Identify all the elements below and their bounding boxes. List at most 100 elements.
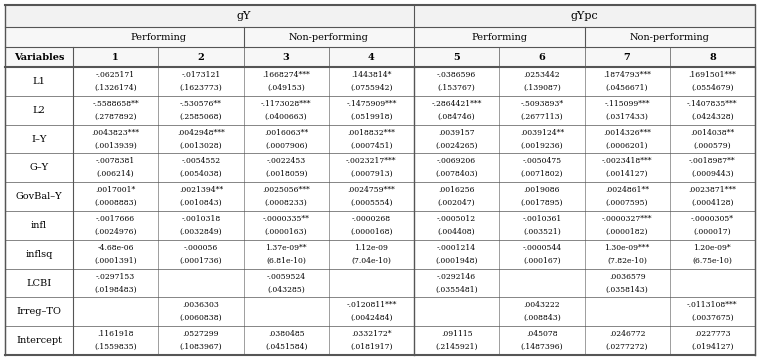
Text: -.0010361: -.0010361 (522, 215, 562, 223)
Bar (5, 47, 755, 67)
Text: .0380485: .0380485 (268, 330, 305, 338)
Text: (.0013028): (.0013028) (179, 141, 222, 149)
Text: (.1623773): (.1623773) (179, 84, 222, 92)
Text: (.0007906): (.0007906) (265, 141, 307, 149)
Text: -.0000544: -.0000544 (522, 244, 562, 252)
Text: (.043285): (.043285) (268, 285, 305, 293)
Text: (.006214): (.006214) (97, 170, 135, 178)
Text: -.0297153: -.0297153 (96, 273, 135, 281)
Text: (.0018059): (.0018059) (265, 170, 307, 178)
Text: .045078: .045078 (526, 330, 558, 338)
Text: 5: 5 (453, 52, 460, 61)
Text: 1.20e-09*: 1.20e-09* (694, 244, 731, 252)
Text: .0024861**: .0024861** (605, 186, 649, 194)
Text: .0332172*: .0332172* (351, 330, 391, 338)
Text: 3: 3 (283, 52, 290, 61)
Text: .0043222: .0043222 (524, 302, 560, 309)
Text: -.1173028***: -.1173028*** (261, 100, 312, 108)
Text: (.000167): (.000167) (523, 257, 561, 265)
Text: .0039124**: .0039124** (520, 129, 564, 137)
Text: (.0008883): (.0008883) (94, 199, 137, 207)
Text: 4: 4 (368, 52, 375, 61)
Text: -.0023217***: -.0023217*** (346, 158, 397, 165)
Text: (7.04e-10): (7.04e-10) (351, 257, 391, 265)
Text: (7.82e-10): (7.82e-10) (607, 257, 647, 265)
Text: -.5093893*: -.5093893* (521, 100, 563, 108)
Bar (5, 5, 755, 27)
Text: inflsq: inflsq (25, 250, 52, 259)
Text: -.0001214: -.0001214 (437, 244, 477, 252)
Text: (.0355481): (.0355481) (435, 285, 478, 293)
Text: (.003521): (.003521) (523, 228, 561, 236)
Text: .0036579: .0036579 (609, 273, 645, 281)
Text: (.0000182): (.0000182) (606, 228, 648, 236)
Text: (.0037675): (.0037675) (691, 314, 733, 322)
Text: (.0006201): (.0006201) (606, 141, 648, 149)
Text: Non-performing: Non-performing (630, 33, 710, 42)
Text: (.000017): (.000017) (694, 228, 731, 236)
Text: 7: 7 (624, 52, 631, 61)
Text: Performing: Performing (130, 33, 186, 42)
Text: (.0424328): (.0424328) (691, 112, 733, 121)
Text: (.004408): (.004408) (438, 228, 476, 236)
Text: (.0024265): (.0024265) (435, 141, 478, 149)
Text: -.0173121: -.0173121 (181, 71, 220, 79)
Text: gY: gY (236, 11, 251, 21)
Text: (.0194127): (.0194127) (691, 343, 733, 351)
Text: (.0400663): (.0400663) (264, 112, 308, 121)
Text: infl: infl (31, 221, 47, 230)
Text: 1.37e-09**: 1.37e-09** (265, 244, 307, 252)
Text: Variables: Variables (14, 52, 65, 61)
Text: (.1559835): (.1559835) (94, 343, 137, 351)
Text: L2: L2 (33, 106, 46, 115)
Text: (.0001736): (.0001736) (179, 257, 222, 265)
Text: (.0024976): (.0024976) (94, 228, 137, 236)
Text: (.1083967): (.1083967) (179, 343, 222, 351)
Text: .0025056***: .0025056*** (262, 186, 310, 194)
Text: (.2585068): (.2585068) (179, 112, 222, 121)
Text: (.0007451): (.0007451) (350, 141, 393, 149)
Text: .0018832***: .0018832*** (347, 129, 395, 137)
Text: -.2864421***: -.2864421*** (432, 100, 482, 108)
Text: (.0456671): (.0456671) (606, 84, 648, 92)
Text: -.0000268: -.0000268 (352, 215, 391, 223)
Text: -.0120811***: -.0120811*** (347, 302, 397, 309)
Text: 1.30e-09***: 1.30e-09*** (604, 244, 650, 252)
Text: (.002047): (.002047) (438, 199, 476, 207)
Text: (.2677113): (.2677113) (521, 112, 563, 121)
Text: -.0386596: -.0386596 (437, 71, 477, 79)
Text: .0014038**: .0014038** (690, 129, 734, 137)
Text: (.0042484): (.0042484) (350, 314, 393, 322)
Text: .0023871***: .0023871*** (689, 186, 736, 194)
Text: (.139087): (.139087) (523, 84, 561, 92)
Text: G–Y: G–Y (30, 163, 49, 172)
Text: .0016256: .0016256 (439, 186, 475, 194)
Text: .0036303: .0036303 (182, 302, 220, 309)
Text: -.0054552: -.0054552 (182, 158, 220, 165)
Text: .0246772: .0246772 (609, 330, 645, 338)
Text: 1: 1 (112, 52, 119, 61)
Text: .0021394**: .0021394** (179, 186, 223, 194)
Text: (.000579): (.000579) (694, 141, 731, 149)
Text: .0017001*: .0017001* (96, 186, 136, 194)
Text: (.2145921): (.2145921) (435, 343, 478, 351)
Text: .091115: .091115 (441, 330, 473, 338)
Text: .1443814*: .1443814* (351, 71, 391, 79)
Text: -.0005012: -.0005012 (437, 215, 477, 223)
Text: Non-performing: Non-performing (289, 33, 369, 42)
Bar (5, 27, 755, 47)
Text: (.0554679): (.0554679) (691, 84, 733, 92)
Text: (.2787892): (.2787892) (94, 112, 137, 121)
Text: (.0060838): (.0060838) (179, 314, 222, 322)
Text: (.0007595): (.0007595) (606, 199, 648, 207)
Text: (.0032849): (.0032849) (179, 228, 222, 236)
Text: GovBal–Y: GovBal–Y (16, 192, 62, 201)
Text: (.0317433): (.0317433) (606, 112, 648, 121)
Text: (.0004128): (.0004128) (691, 199, 733, 207)
Text: (.1487396): (.1487396) (521, 343, 563, 351)
Text: .1874793***: .1874793*** (603, 71, 651, 79)
Text: L1: L1 (33, 77, 46, 86)
Text: I–Y: I–Y (31, 135, 46, 144)
Text: .0227773: .0227773 (694, 330, 730, 338)
Text: -.0018987**: -.0018987** (689, 158, 736, 165)
